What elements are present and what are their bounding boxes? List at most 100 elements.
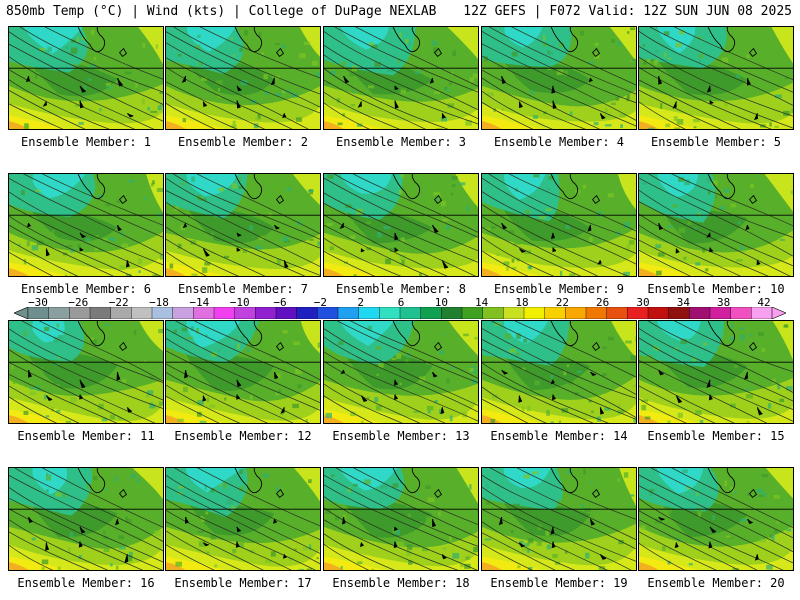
ensemble-map-panel xyxy=(8,320,164,424)
height-contours xyxy=(639,27,793,129)
ensemble-member-caption: Ensemble Member: 2 xyxy=(177,135,309,149)
wind-barbs xyxy=(658,222,761,266)
colorbar-tick-label: −2 xyxy=(313,296,327,309)
colorbar-swatch xyxy=(689,307,711,319)
wind-barbs xyxy=(501,75,606,120)
ensemble-member-caption: Ensemble Member: 11 xyxy=(17,429,155,443)
ensemble-member-caption: Ensemble Member: 3 xyxy=(335,135,467,149)
ensemble-map-panel xyxy=(481,173,637,277)
colorbar-tick-label: −18 xyxy=(149,296,169,309)
wind-barbs xyxy=(498,516,607,560)
colorbar-swatch xyxy=(337,307,360,319)
ensemble-map-panel xyxy=(165,173,321,277)
colorbar-tick-label: 22 xyxy=(555,296,569,309)
height-contours xyxy=(166,174,320,276)
ensemble-map-panel xyxy=(165,467,321,571)
ensemble-member-caption: Ensemble Member: 16 xyxy=(17,576,155,590)
coastline xyxy=(707,27,758,58)
height-contours xyxy=(9,468,163,570)
height-contours xyxy=(324,174,478,276)
wind-barbs xyxy=(341,516,447,560)
coastline xyxy=(77,174,128,205)
colorbar-tick-label: −6 xyxy=(273,296,287,309)
colorbar-tick-label: 18 xyxy=(515,296,529,309)
ensemble-member-caption: Ensemble Member: 13 xyxy=(332,429,470,443)
ensemble-map-panel xyxy=(638,26,794,130)
ensemble-map-panel xyxy=(323,320,479,424)
ensemble-member-caption: Ensemble Member: 19 xyxy=(490,576,628,590)
colorbar-tick-label: −14 xyxy=(189,296,210,309)
ensemble-map-panel xyxy=(481,26,637,130)
wind-barbs xyxy=(185,517,287,559)
colorbar-tick-label: −30 xyxy=(28,296,48,309)
coastline xyxy=(234,321,285,352)
ensemble-map-panel xyxy=(638,320,794,424)
wind-barbs xyxy=(181,75,287,119)
height-contours xyxy=(9,174,163,276)
colorbar-tick-label: −10 xyxy=(229,296,250,309)
wind-barbs xyxy=(25,75,134,118)
coastline xyxy=(234,174,285,205)
ensemble-map-panel xyxy=(8,26,164,130)
colorbar-tick-label: 6 xyxy=(397,296,405,309)
ensemble-member-caption: Ensemble Member: 6 xyxy=(20,282,152,296)
ensemble-map-panel xyxy=(8,467,164,571)
height-contours xyxy=(166,321,320,423)
colorbar-tick-label: 38 xyxy=(717,296,731,309)
ensemble-map-panel xyxy=(165,320,321,424)
coastline xyxy=(77,27,128,58)
ensemble-map-panel xyxy=(638,173,794,277)
colorbar-tick-label: 2 xyxy=(357,296,364,309)
ensemble-map-panel xyxy=(323,173,479,277)
coastline xyxy=(392,174,443,205)
colorbar-tick-label: 34 xyxy=(676,296,690,309)
height-contours xyxy=(324,468,478,570)
colorbar-swatch xyxy=(730,307,752,319)
colorbar-tick-label: 42 xyxy=(757,296,771,309)
height-contours xyxy=(639,468,793,570)
height-contours xyxy=(482,321,636,423)
wind-barbs xyxy=(26,222,130,268)
ensemble-member-caption: Ensemble Member: 1 xyxy=(20,135,152,149)
colorbar-swatch xyxy=(48,307,70,319)
ensemble-member-caption: Ensemble Member: 12 xyxy=(174,429,312,443)
height-contours xyxy=(324,321,478,423)
wind-barbs xyxy=(658,516,759,561)
wind-barbs xyxy=(658,76,759,121)
wind-barbs xyxy=(658,369,763,416)
wind-barbs xyxy=(501,222,602,265)
ensemble-member-caption: Ensemble Member: 8 xyxy=(335,282,467,296)
coastline xyxy=(77,321,128,352)
coastline xyxy=(707,174,758,205)
chart-title: 850mb Temp (°C) | Wind (kts) | College o… xyxy=(6,4,437,19)
ensemble-member-caption: Ensemble Member: 7 xyxy=(177,282,309,296)
temperature-colorbar xyxy=(14,307,786,319)
height-contours xyxy=(482,174,636,276)
colorbar-tick-label: −22 xyxy=(108,296,129,309)
wind-barbs xyxy=(340,369,445,415)
ensemble-member-caption: Ensemble Member: 4 xyxy=(493,135,625,149)
coastline xyxy=(77,468,128,499)
height-contours xyxy=(639,174,793,276)
coastline xyxy=(234,27,285,58)
ensemble-map-panel xyxy=(8,173,164,277)
coastline xyxy=(392,27,443,58)
coastline xyxy=(234,468,285,499)
wind-barbs xyxy=(343,75,446,119)
height-contours xyxy=(9,321,163,423)
height-contours xyxy=(324,27,478,129)
ensemble-member-caption: Ensemble Member: 20 xyxy=(647,576,785,590)
colorbar-tick-label: 30 xyxy=(636,296,650,309)
wind-barbs xyxy=(28,516,129,564)
ensemble-map-panel xyxy=(323,26,479,130)
height-contours xyxy=(166,468,320,570)
wind-barbs xyxy=(339,222,449,269)
ensemble-member-caption: Ensemble Member: 15 xyxy=(647,429,785,443)
ensemble-member-caption: Ensemble Member: 9 xyxy=(493,282,625,296)
colorbar-right-arrow xyxy=(771,307,786,319)
coastline xyxy=(550,468,601,499)
ensemble-member-caption: Ensemble Member: 10 xyxy=(647,282,785,296)
coastline xyxy=(392,321,443,352)
ensemble-map-panel xyxy=(638,467,794,571)
ensemble-map-panel xyxy=(481,467,637,571)
